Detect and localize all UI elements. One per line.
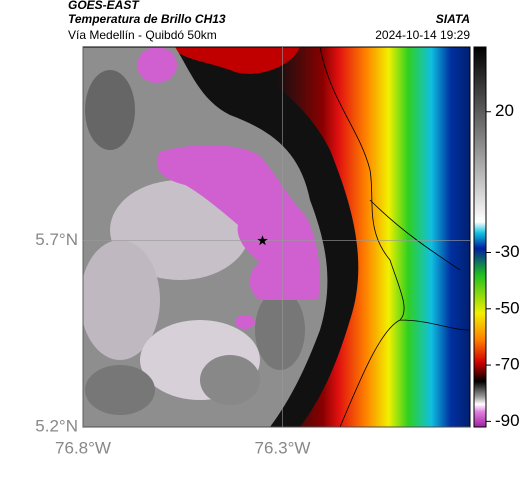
colorbar-tick-label: -90 [495, 411, 520, 430]
title: Temperatura de Brillo CH13 [68, 12, 226, 26]
colorbar-tick-label: -30 [495, 242, 520, 261]
lon-tick-label: 76.8°W [55, 438, 111, 457]
source: GOES-EAST [68, 0, 140, 12]
lat-tick-label: 5.7°N [35, 230, 78, 249]
lat-tick-label: 5.2°N [35, 416, 78, 435]
colorbar-tick-label: 20 [495, 101, 514, 120]
colorbar-tick-label: -50 [495, 298, 520, 317]
lon-tick-label: 76.3°W [255, 438, 311, 457]
timestamp: 2024-10-14 19:29 [375, 28, 470, 42]
satellite-image [83, 47, 470, 427]
location-marker [257, 235, 268, 246]
colorbar [473, 46, 487, 428]
colorbar-tick-label: -70 [495, 355, 520, 374]
subtitle: Vía Medellín - Quibdó 50km [68, 28, 217, 42]
brand: SIATA [436, 12, 470, 26]
